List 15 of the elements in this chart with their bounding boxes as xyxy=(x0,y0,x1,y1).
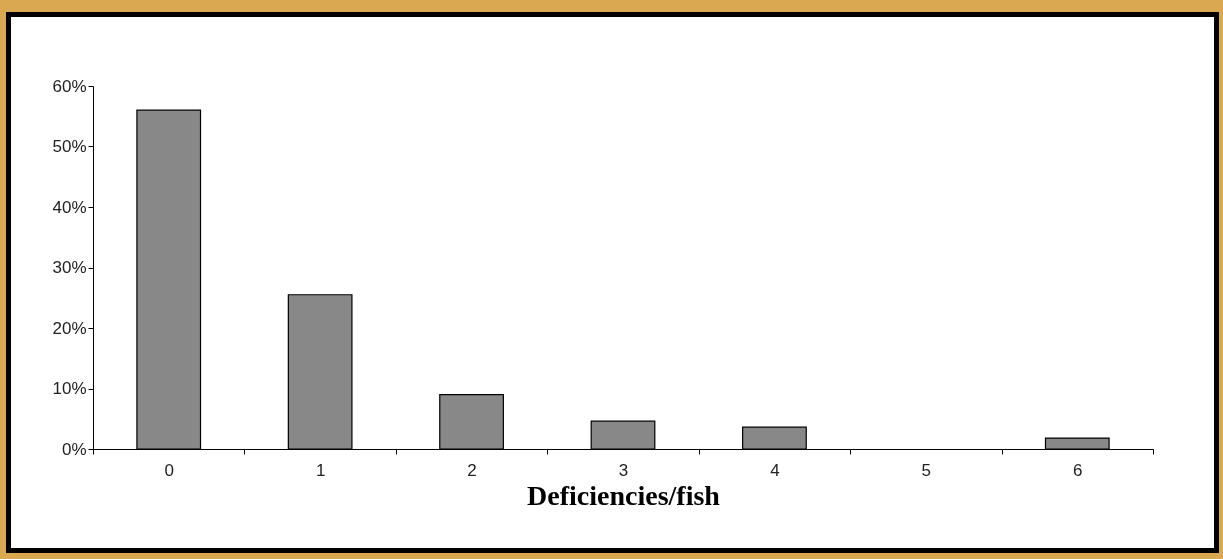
y-tick-label: 60% xyxy=(52,76,87,96)
x-axis-title: Deficiencies/fish xyxy=(527,479,721,511)
x-tick-label: 3 xyxy=(618,460,629,480)
x-tick-label: 6 xyxy=(1073,460,1083,480)
y-tick-label: 0% xyxy=(61,439,87,459)
y-tick-label: 50% xyxy=(52,137,87,156)
y-tick-label: 10% xyxy=(52,379,87,398)
x-tick-label: 5 xyxy=(921,460,932,480)
y-tick-label: 30% xyxy=(52,258,87,277)
x-tick-label: 0 xyxy=(164,460,174,480)
y-tick-label: 20% xyxy=(52,318,87,338)
x-tick-label: 2 xyxy=(467,460,477,480)
x-tick-label: 4 xyxy=(770,460,780,480)
y-tick-label: 40% xyxy=(52,197,87,217)
x-tick-label: 1 xyxy=(315,460,326,480)
